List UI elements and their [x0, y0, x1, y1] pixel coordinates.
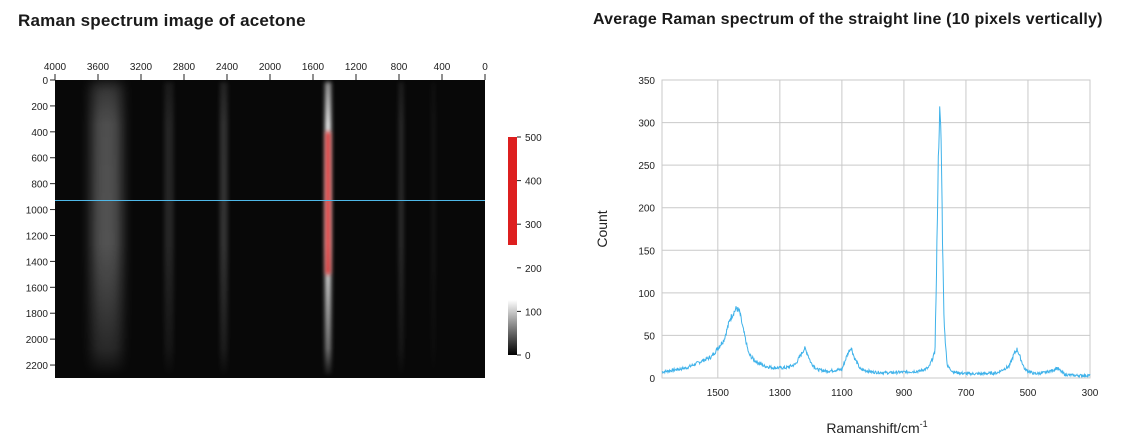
- raman-band-1: [164, 82, 174, 376]
- raman-band-5: [431, 82, 436, 376]
- colorbar-ticks: 0 100 200 300 400 500: [517, 133, 542, 362]
- chart-y-tick-label: 300: [638, 119, 655, 130]
- image-y-tick-label: 0: [42, 76, 48, 87]
- chart-y-ticks: 0 50 100 150 200 250 300 350: [638, 76, 655, 385]
- colorbar-tick-label: 400: [525, 177, 542, 188]
- image-y-tick-label: 600: [31, 154, 48, 165]
- image-x-tick-label: 2800: [173, 62, 196, 73]
- image-y-tick-label: 1600: [26, 283, 49, 294]
- x-axis-label: Ramanshift/cm-1: [826, 419, 927, 436]
- chart-y-tick-label: 250: [638, 161, 655, 172]
- x-axis-label-superscript: -1: [920, 419, 928, 429]
- colorbar-high-band: [508, 137, 517, 245]
- image-y-ticks: 0 200 400 600 800 1000 1200 1400 1600 1800 2000 220…: [26, 76, 55, 372]
- chart-x-tick-label: 500: [1020, 388, 1037, 399]
- chart-y-tick-label: 100: [638, 289, 655, 300]
- raman-band-saturated-core: [325, 131, 331, 275]
- image-title: Raman spectrum image of acetone: [18, 11, 306, 30]
- image-y-tick-label: 1000: [26, 206, 49, 217]
- chart-x-tick-label: 300: [1082, 388, 1099, 399]
- chart-x-tick-label: 900: [896, 388, 913, 399]
- image-x-tick-label: 1600: [302, 62, 325, 73]
- chart-y-tick-label: 350: [638, 76, 655, 87]
- raman-image-background: [55, 80, 485, 378]
- chart-x-tick-label: 1500: [707, 388, 730, 399]
- colorbar-tick-label: 500: [525, 133, 542, 144]
- spectrum-chart: 0 50 100 150 200 250 300 350 1500 1300 1100 900 700…: [594, 76, 1099, 436]
- image-x-tick-label: 4000: [44, 62, 67, 73]
- colorbar-tick-label: 200: [525, 264, 542, 275]
- raman-band-2: [219, 82, 228, 376]
- chart-y-tick-label: 50: [644, 331, 656, 342]
- chart-x-tick-label: 700: [958, 388, 975, 399]
- raman-band-0: [91, 82, 122, 376]
- chart-y-tick-label: 200: [638, 204, 655, 215]
- image-y-tick-label: 2200: [26, 361, 49, 372]
- image-y-tick-label: 1200: [26, 231, 49, 242]
- y-axis-label: Count: [594, 210, 610, 247]
- image-x-tick-label: 0: [482, 62, 488, 73]
- image-y-tick-label: 1800: [26, 309, 49, 320]
- colorbar: 0 100 200 300 400 500: [508, 133, 542, 362]
- image-y-tick-label: 200: [31, 102, 48, 113]
- chart-y-tick-label: 150: [638, 246, 655, 257]
- colorbar-gradient: [508, 245, 517, 355]
- chart-title: Average Raman spectrum of the straight l…: [593, 11, 1103, 28]
- image-x-tick-label: 3200: [130, 62, 153, 73]
- image-x-tick-label: 2400: [216, 62, 239, 73]
- raman-image-saturation: [325, 131, 331, 275]
- image-x-tick-label: 2000: [259, 62, 282, 73]
- chart-grid: [662, 79, 1091, 379]
- chart-x-tick-label: 1100: [831, 388, 853, 399]
- image-y-tick-label: 2000: [26, 335, 49, 346]
- image-x-tick-label: 400: [434, 62, 451, 73]
- colorbar-tick-label: 0: [525, 351, 531, 362]
- image-x-tick-label: 3600: [87, 62, 110, 73]
- image-x-tick-label: 800: [391, 62, 408, 73]
- chart-x-ticks: 1500 1300 1100 900 700 500 300: [707, 388, 1099, 399]
- image-y-tick-label: 1400: [26, 257, 49, 268]
- colorbar-tick-label: 300: [525, 220, 542, 231]
- image-x-ticks: 4000 3600 3200 2800 2400 2000 1600 1200 800 400 0: [44, 62, 488, 80]
- chart-y-tick-label: 0: [649, 374, 655, 385]
- image-y-tick-label: 800: [31, 180, 48, 191]
- raman-band-4: [398, 82, 404, 376]
- colorbar-tick-label: 100: [525, 307, 542, 318]
- x-axis-label-main: Ramanshift/cm: [826, 420, 919, 436]
- raman-image-panel: 4000 3600 3200 2800 2400 2000 1600 1200 800 400 0 …: [26, 62, 488, 378]
- image-y-tick-label: 400: [31, 128, 48, 139]
- chart-x-tick-label: 1300: [769, 388, 792, 399]
- image-x-tick-label: 1200: [345, 62, 368, 73]
- spectrum-series-line: [661, 106, 1091, 379]
